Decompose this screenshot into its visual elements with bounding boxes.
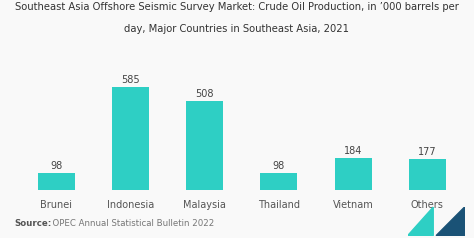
Text: 508: 508	[195, 89, 214, 99]
Bar	[37, 173, 75, 190]
Text: 184: 184	[344, 146, 362, 156]
Polygon shape	[436, 207, 465, 236]
Text: Source:: Source:	[14, 219, 52, 228]
Bar	[112, 87, 149, 190]
Bar	[335, 158, 372, 190]
Polygon shape	[408, 207, 433, 236]
Text: Southeast Asia Offshore Seismic Survey Market: Crude Oil Production, in ’000 bar: Southeast Asia Offshore Seismic Survey M…	[15, 2, 459, 12]
Text: 585: 585	[121, 75, 140, 85]
Bar	[260, 173, 297, 190]
Text: day, Major Countries in Southeast Asia, 2021: day, Major Countries in Southeast Asia, …	[125, 24, 349, 34]
Text: 98: 98	[50, 161, 62, 171]
Text: 98: 98	[273, 161, 285, 171]
Bar	[186, 101, 223, 190]
Text: OPEC Annual Statistical Bulletin 2022: OPEC Annual Statistical Bulletin 2022	[47, 219, 215, 228]
Text: 177: 177	[418, 147, 437, 157]
Bar	[409, 159, 446, 190]
